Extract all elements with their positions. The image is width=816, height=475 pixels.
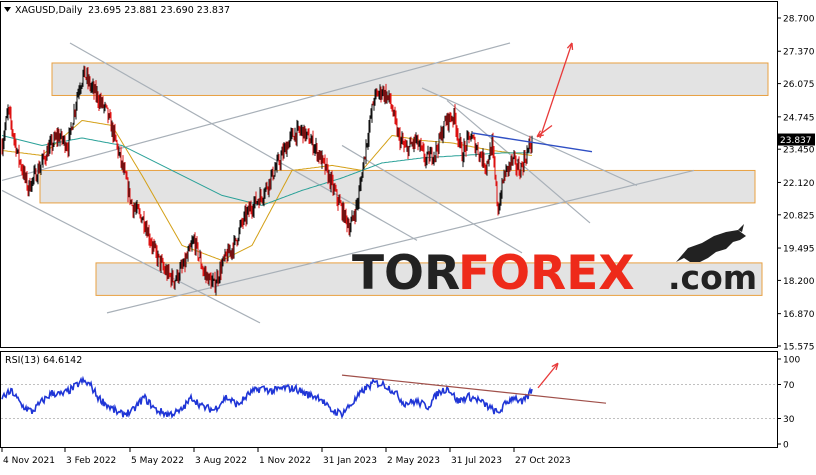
channel-upper (1, 42, 511, 182)
ohlc-values: 23.695 23.881 23.690 23.837 (88, 5, 230, 16)
y-tick-label: 27.370 (783, 48, 815, 58)
axis-layer: 28.700 27.370 26.075 24.745 23.450 22.120 20.8… (1, 15, 815, 466)
rsi-projection-arrow-head (551, 362, 559, 371)
resistance-zone (51, 62, 769, 96)
moving-averages-layer (1, 119, 533, 261)
rsi-plot-frame (0, 351, 778, 448)
y-tick-label: 15.575 (783, 343, 815, 353)
bull-icon (676, 230, 746, 262)
x-tick-label: 2 May 2023 (387, 456, 440, 466)
middle-zone (39, 169, 756, 204)
rsi-label: RSI(13) 64.6142 (5, 355, 82, 366)
logo-tor: TOR (352, 246, 460, 301)
breakout-arrow (536, 124, 553, 138)
rsi-y-tick-label: 30 (783, 415, 795, 425)
overlay-layer (1, 42, 777, 420)
y-tick-label: 20.825 (783, 211, 815, 221)
rsi-projection-arrow (537, 362, 559, 389)
rsi-y-tick-label: 0 (783, 441, 789, 451)
rsi-line (1, 375, 533, 420)
y-tick-label: 16.870 (783, 310, 815, 320)
downtrend-3 (341, 144, 523, 254)
collapse-triangle-icon[interactable] (4, 7, 11, 12)
x-tick-label: 1 Nov 2022 (259, 456, 311, 466)
channel-lower (106, 169, 695, 314)
downtrend-2 (1, 189, 261, 324)
current-price-tag (777, 133, 815, 146)
resistance-line (471, 132, 593, 153)
rsi-y-tick-label: 100 (783, 356, 800, 366)
candles-layer (1, 65, 533, 296)
logo-forex: FOREX (458, 246, 635, 301)
symbol-label: XAGUSD,Daily (15, 5, 83, 16)
x-tick-label: 3 Feb 2022 (66, 456, 116, 466)
ma-fast-line (1, 119, 533, 261)
y-tick-label: 18.200 (783, 277, 815, 287)
y-tick-label: 28.700 (783, 15, 815, 25)
logo-com: .com (668, 258, 757, 297)
y-tick-label: 23.450 (783, 146, 815, 156)
breakout-arrow-head (536, 130, 544, 138)
y-tick-label: 26.075 (783, 80, 815, 90)
y-tick-label: 22.120 (783, 179, 815, 189)
x-tick-label: 31 Jul 2023 (451, 456, 502, 466)
x-tick-label: 5 May 2022 (131, 456, 184, 466)
x-tick-label: 3 Aug 2022 (195, 456, 247, 466)
y-tick-label: 24.745 (783, 113, 815, 123)
x-tick-label: 31 Jan 2023 (323, 456, 377, 466)
rsi-y-tick-label: 70 (783, 381, 795, 391)
torforex-logo: TOR FOREX .com (352, 224, 757, 301)
current-price-label: 23.837 (780, 136, 812, 146)
price-projection-arrow (539, 42, 573, 139)
price-projection-arrow-head (566, 42, 574, 51)
ma-slow-line (1, 135, 532, 206)
x-tick-label: 27 Oct 2023 (515, 456, 571, 466)
bull-horn-icon (738, 224, 744, 232)
y-tick-label: 19.495 (783, 245, 815, 255)
x-tick-label: 4 Nov 2021 (3, 456, 55, 466)
rsi-trendline (341, 374, 607, 404)
